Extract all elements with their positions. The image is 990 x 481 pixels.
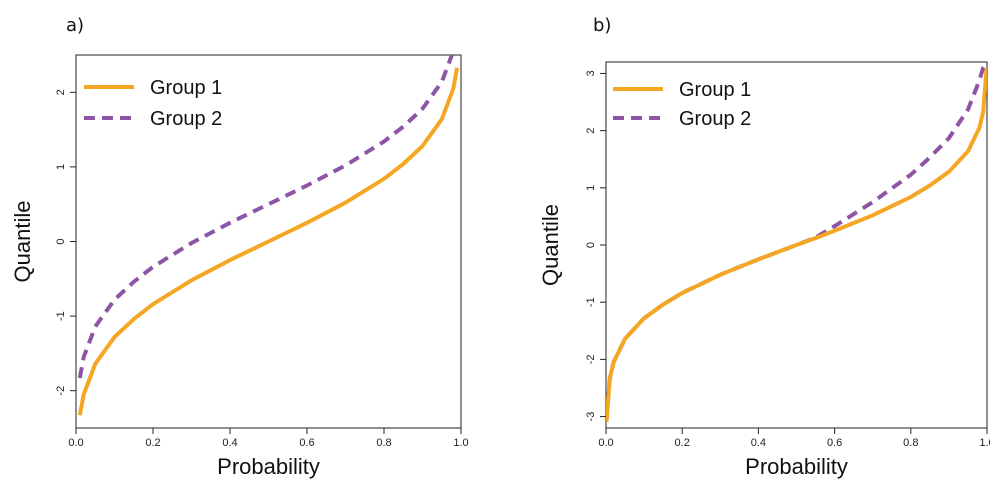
legend-label-2: Group 2: [679, 108, 751, 130]
y-tick-label: -1: [55, 311, 67, 321]
series-line-1: [77, 67, 460, 416]
y-tick-label: -1: [585, 297, 597, 307]
series-line-2: [606, 62, 987, 422]
y-tick-label: 1: [55, 164, 67, 170]
x-axis-title: Probability: [745, 454, 848, 479]
series-line-2: [77, 55, 455, 379]
panel-label: b): [593, 15, 611, 36]
x-tick-label: 0.8: [903, 437, 918, 449]
x-tick-label: 0.2: [675, 437, 690, 449]
x-tick-label: 0.2: [145, 437, 160, 449]
x-axis-title: Probability: [217, 454, 320, 479]
x-tick-label: 0.6: [827, 437, 842, 449]
y-tick-label: 3: [585, 70, 597, 76]
panel-label: a): [66, 15, 84, 36]
y-axis-title: Quantile: [10, 201, 35, 283]
x-tick-label: 1.0: [979, 437, 990, 449]
legend-label-1: Group 1: [679, 79, 751, 101]
x-tick-label: 0.0: [598, 437, 613, 449]
series-line-1: [606, 68, 987, 422]
y-tick-label: -3: [585, 412, 597, 422]
legend-label-1: Group 1: [150, 77, 222, 99]
chart-panel-2: b) 0.0 0.2 0.4 0.6 0.8 1.0 -3 -2 -1 0 1 2 3 Probabilit…: [538, 15, 990, 479]
chart-panel-1: a) 0.0 0.2 0.4 0.6 0.8 1.0 -2 -1 0 1 2 Probability Qu…: [10, 15, 469, 479]
y-tick-label: -2: [55, 386, 67, 396]
y-tick-label: 2: [55, 89, 67, 95]
legend-label-2: Group 2: [150, 108, 222, 130]
y-tick-label: 0: [55, 238, 67, 244]
y-axis-title: Quantile: [538, 204, 563, 286]
y-tick-label: 2: [585, 128, 597, 134]
x-tick-label: 0.0: [68, 437, 83, 449]
x-tick-label: 1.0: [453, 437, 468, 449]
y-tick-label: 0: [585, 242, 597, 248]
x-tick-label: 0.6: [299, 437, 314, 449]
x-tick-label: 0.8: [376, 437, 391, 449]
x-tick-label: 0.4: [751, 437, 766, 449]
y-tick-label: 1: [585, 185, 597, 191]
y-tick-label: -2: [585, 354, 597, 364]
x-tick-label: 0.4: [222, 437, 237, 449]
